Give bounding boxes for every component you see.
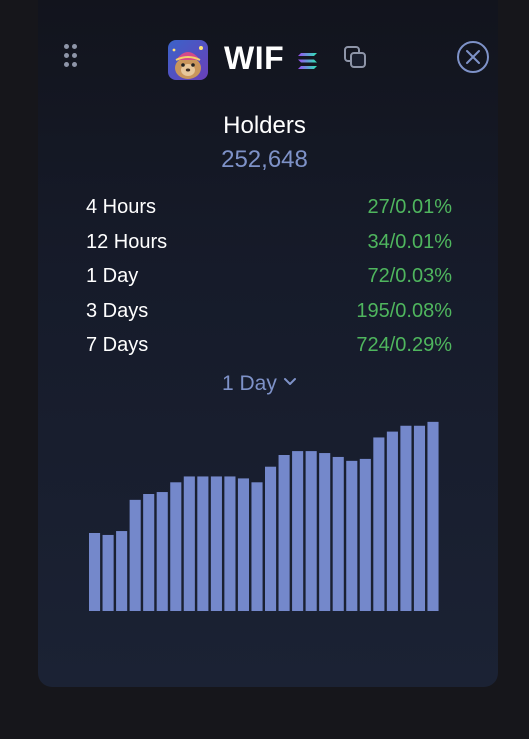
stat-count: 27: [367, 196, 390, 218]
stat-percent: 0.08%: [395, 299, 452, 322]
stat-row-1d: 1 Day 72/0.03%: [86, 263, 452, 298]
chart-bar: [89, 533, 101, 611]
chart-bar: [143, 494, 155, 611]
chart-bar: [373, 437, 385, 611]
chart-bar: [224, 476, 236, 611]
stat-value: 72/0.03%: [367, 265, 452, 287]
chart-bar: [265, 466, 277, 611]
stat-percent: 0.29%: [395, 334, 452, 356]
stat-count: 195: [356, 299, 390, 322]
chart-bar: [386, 431, 398, 611]
stat-row-12h: 12 Hours 34/0.01%: [86, 229, 452, 264]
chart-bar: [237, 478, 250, 611]
stat-label: 3 Days: [86, 299, 149, 322]
stat-count: 724: [356, 334, 390, 356]
stat-value: 195/0.08%: [356, 299, 452, 322]
chart-bar: [116, 531, 128, 611]
timeframe-selected: 1 Day: [222, 372, 277, 395]
close-icon[interactable]: [456, 40, 490, 74]
stat-row-3d: 3 Days 195/0.08%: [86, 298, 452, 333]
drag-handle-icon[interactable]: [64, 44, 80, 72]
chart-bar: [251, 482, 263, 611]
chart-bar: [210, 476, 222, 611]
stat-percent: 0.03%: [395, 265, 452, 287]
holder-change-list: 4 Hours 27/0.01% 12 Hours 34/0.01% 1 Day…: [86, 194, 452, 367]
chart-bar: [156, 492, 168, 611]
chart-bar: [129, 499, 141, 611]
solana-icon: [298, 52, 318, 70]
stat-label: 4 Hours: [86, 196, 157, 218]
chart-bar: [197, 476, 209, 611]
chart-bar: [346, 460, 358, 611]
stat-row-4h: 4 Hours 27/0.01%: [86, 194, 452, 229]
stat-value: 27/0.01%: [367, 196, 452, 218]
stat-percent: 0.01%: [395, 230, 452, 253]
chart-bar: [292, 451, 304, 611]
copy-icon[interactable]: [342, 44, 370, 72]
chart-bar: [427, 421, 439, 611]
chart-bar: [183, 476, 195, 611]
chart-bar: [170, 482, 182, 611]
stat-count: 34: [367, 230, 390, 253]
chart-bar: [278, 455, 290, 611]
token-logo-icon: [168, 40, 208, 80]
chart-bar: [319, 453, 331, 611]
chart-bar: [359, 458, 371, 611]
chart-bar: [305, 451, 317, 611]
stat-label: 1 Day: [86, 265, 139, 287]
stat-percent: 0.01%: [395, 196, 452, 218]
stat-label: 7 Days: [86, 334, 149, 356]
stat-label: 12 Hours: [86, 230, 168, 253]
holders-count: 252,648: [221, 146, 308, 173]
stat-row-7d: 7 Days 724/0.29%: [86, 332, 452, 367]
holders-label: Holders: [223, 112, 306, 139]
stat-value: 724/0.29%: [356, 334, 452, 356]
stat-count: 72: [367, 265, 390, 287]
token-symbol: WIF: [224, 40, 285, 76]
chart-bar: [102, 534, 114, 611]
chart-bar: [332, 456, 344, 611]
chevron-down-icon: [283, 378, 296, 386]
stat-value: 34/0.01%: [367, 230, 452, 253]
chart-bar: [400, 425, 412, 611]
timeframe-dropdown[interactable]: 1 Day: [222, 372, 297, 400]
chart-bar: [413, 425, 426, 611]
